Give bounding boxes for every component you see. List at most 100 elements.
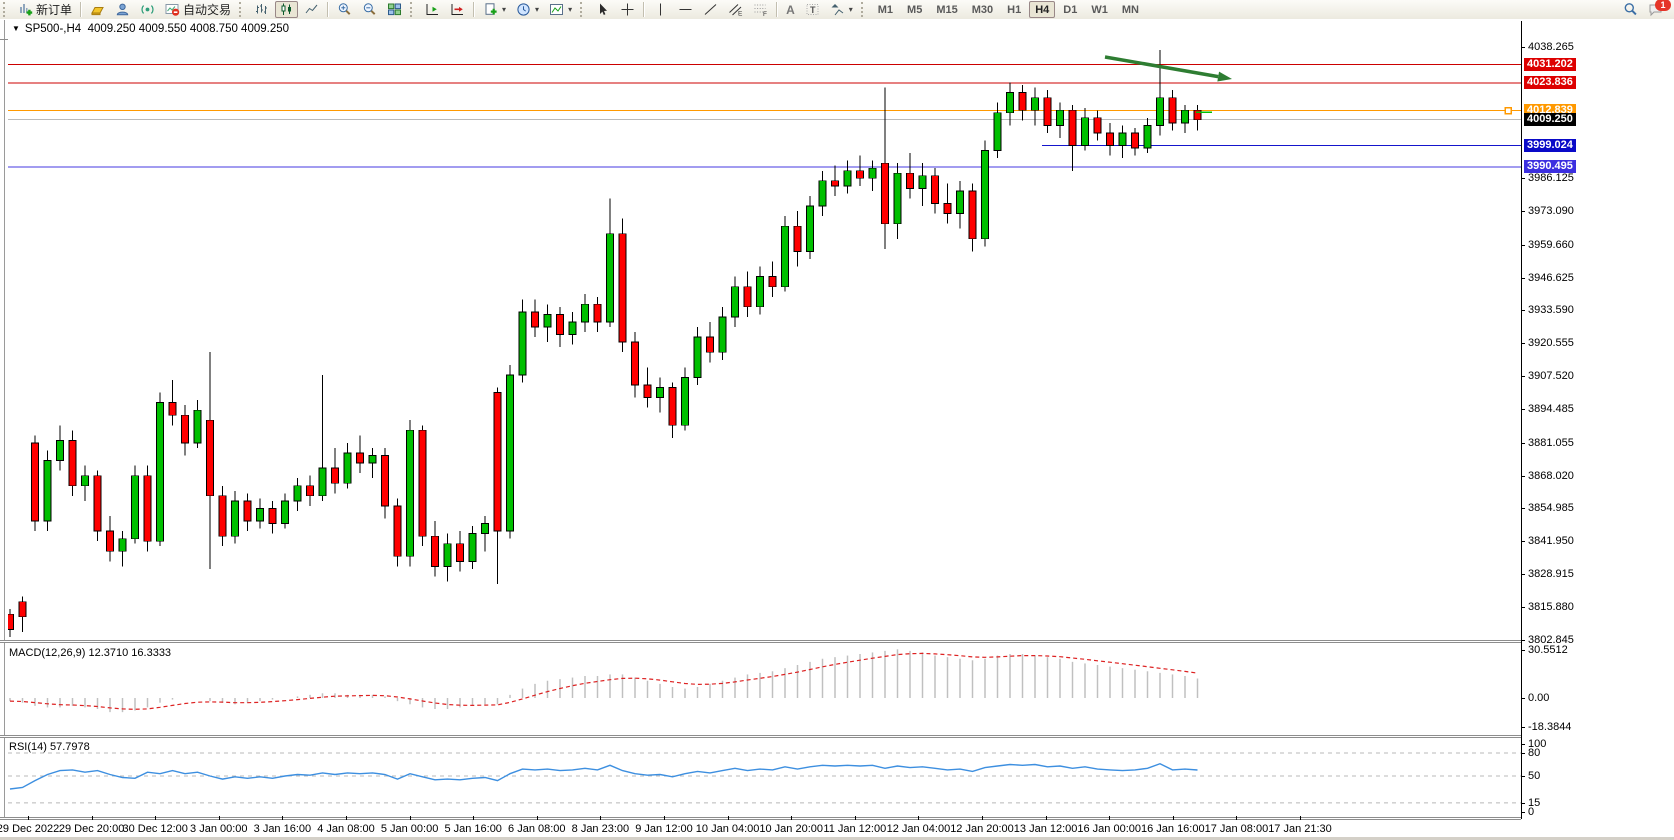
- price-axis[interactable]: 4038.265 3986.125 3973.090 3959.660 3946.625…: [1521, 19, 1674, 840]
- axis-tick: [1521, 650, 1525, 651]
- axis-tick: [1521, 46, 1525, 48]
- timeframe-button-H1[interactable]: H1: [1001, 1, 1027, 18]
- time-axis-divider: [0, 817, 1674, 820]
- toolbar-grip[interactable]: [3, 2, 10, 17]
- fibonacci-tool-button[interactable]: F: [749, 1, 772, 18]
- time-label: 8 Jan 23:00: [571, 823, 630, 835]
- price-badge-3999.024: 3999.024: [1524, 138, 1576, 152]
- time-axis[interactable]: 29 Dec 2022 29 Dec 20:00 30 Dec 12:00 3 Jan…: [0, 820, 1674, 837]
- clock-icon: [517, 3, 530, 16]
- time-label: 6 Jan 08:00: [508, 823, 566, 835]
- auto-trading-button[interactable]: 自动交易: [161, 1, 235, 18]
- axis-tick: [1521, 376, 1525, 378]
- toolbar-grip[interactable]: [580, 2, 587, 17]
- time-tick: [155, 816, 157, 820]
- shapes-tool-button[interactable]: ▾: [826, 1, 857, 18]
- new-order-label: 新订单: [36, 3, 73, 17]
- price-tick-label: 3881.055: [1528, 436, 1574, 449]
- chat-unread-badge: 1: [1655, 0, 1671, 11]
- zoom-out-button[interactable]: [358, 1, 381, 18]
- market-depth-button[interactable]: [86, 1, 109, 18]
- indicators-button[interactable]: ▾: [545, 1, 576, 18]
- tile-windows-button[interactable]: [383, 1, 406, 18]
- auto-scroll-icon: [451, 4, 464, 15]
- horizontal-line-tool-button[interactable]: [674, 1, 697, 18]
- rsi-axis-label: 100: [1528, 738, 1547, 750]
- chat-button[interactable]: 1: [1644, 0, 1671, 18]
- window-left-border: [4, 20, 5, 836]
- chart-shift-button[interactable]: [421, 1, 444, 18]
- time-label: 3 Jan 00:00: [190, 823, 248, 835]
- templates-button[interactable]: ▾: [479, 1, 510, 18]
- fibonacci-icon: F: [754, 4, 767, 17]
- chart-window[interactable]: ▼ SP500-,H4 4009.250 4009.550 4008.750 40…: [0, 19, 1674, 840]
- text-label-tool-button[interactable]: T: [801, 1, 824, 18]
- one-click-trading-toggle[interactable]: ▼: [12, 24, 20, 33]
- timeframe-button-MN[interactable]: MN: [1116, 1, 1145, 18]
- price-tick-label: 3894.485: [1528, 402, 1574, 415]
- axis-tick: [1521, 244, 1525, 246]
- toolbar-separator: [327, 2, 330, 17]
- axis-tick: [1521, 776, 1525, 777]
- trendline-tool-button[interactable]: [699, 1, 722, 18]
- text-label-icon: T: [806, 4, 819, 15]
- chart-title: ▼ SP500-,H4 4009.250 4009.550 4008.750 40…: [12, 23, 289, 35]
- text-tool-button[interactable]: A: [782, 1, 799, 18]
- rsi-panel[interactable]: [8, 738, 1521, 817]
- axis-tick: [1521, 508, 1525, 510]
- timeframe-button-M1[interactable]: M1: [872, 1, 899, 18]
- vertical-line-tool-button[interactable]: [649, 1, 672, 18]
- macd-panel[interactable]: [8, 644, 1521, 735]
- vertical-line-icon: [660, 3, 662, 16]
- signals-button[interactable]: [136, 1, 159, 18]
- time-tick: [536, 816, 538, 820]
- chart-ohlc: 4009.250 4009.550 4008.750 4009.250: [87, 23, 290, 35]
- rsi-panel-divider[interactable]: [0, 735, 1674, 738]
- time-tick: [1300, 816, 1301, 820]
- timeframe-button-D1[interactable]: D1: [1057, 1, 1083, 18]
- time-label: 29 Dec 2022: [0, 823, 60, 835]
- timeframe-button-M30[interactable]: M30: [966, 1, 999, 18]
- tile-windows-icon: [388, 3, 402, 16]
- zoom-in-button[interactable]: [333, 1, 356, 18]
- window-left-border-highlight: [5, 20, 6, 836]
- toolbar-grip[interactable]: [239, 2, 246, 17]
- timeframe-button-H4[interactable]: H4: [1029, 1, 1056, 18]
- auto-scroll-button[interactable]: [446, 1, 469, 18]
- auto-trading-icon: [165, 4, 180, 16]
- equidistant-channel-tool-button[interactable]: E: [724, 1, 747, 18]
- axis-tick: [1521, 442, 1525, 444]
- cursor-tool-button[interactable]: [591, 1, 614, 18]
- time-tick: [218, 816, 220, 820]
- time-tick: [664, 816, 665, 820]
- crosshair-tool-button[interactable]: [616, 1, 639, 18]
- search-button[interactable]: [1619, 1, 1642, 18]
- search-icon: [1624, 3, 1637, 16]
- axis-tick: [1521, 408, 1525, 410]
- profile-icon: [116, 3, 129, 16]
- chart-bars-button[interactable]: [250, 1, 273, 18]
- chart-line-button[interactable]: [300, 1, 323, 18]
- timeframe-button-M5[interactable]: M5: [901, 1, 928, 18]
- cursor-icon: [600, 3, 608, 15]
- macd-panel-divider[interactable]: [0, 640, 1674, 643]
- periods-button[interactable]: ▾: [512, 1, 543, 18]
- time-label: 29 Dec 20:00: [58, 823, 125, 835]
- community-button[interactable]: [111, 1, 134, 18]
- price-tick-label: 3868.020: [1528, 469, 1574, 482]
- dropdown-arrow-icon: ▾: [535, 5, 540, 14]
- timeframe-button-M15[interactable]: M15: [930, 1, 963, 18]
- chart-candles-button[interactable]: [275, 1, 299, 18]
- time-tick: [473, 816, 475, 820]
- price-chart-panel[interactable]: [8, 22, 1521, 641]
- timeframe-button-W1[interactable]: W1: [1085, 1, 1114, 18]
- signal-icon: [141, 5, 154, 14]
- toolbar-grip[interactable]: [410, 2, 417, 17]
- new-order-button[interactable]: 新订单: [14, 1, 76, 18]
- toolbar-grip[interactable]: [860, 2, 868, 17]
- price-tick-label: 3946.625: [1528, 271, 1574, 284]
- svg-text:E: E: [738, 11, 743, 18]
- axis-tick: [1521, 812, 1525, 813]
- time-tick: [791, 816, 793, 820]
